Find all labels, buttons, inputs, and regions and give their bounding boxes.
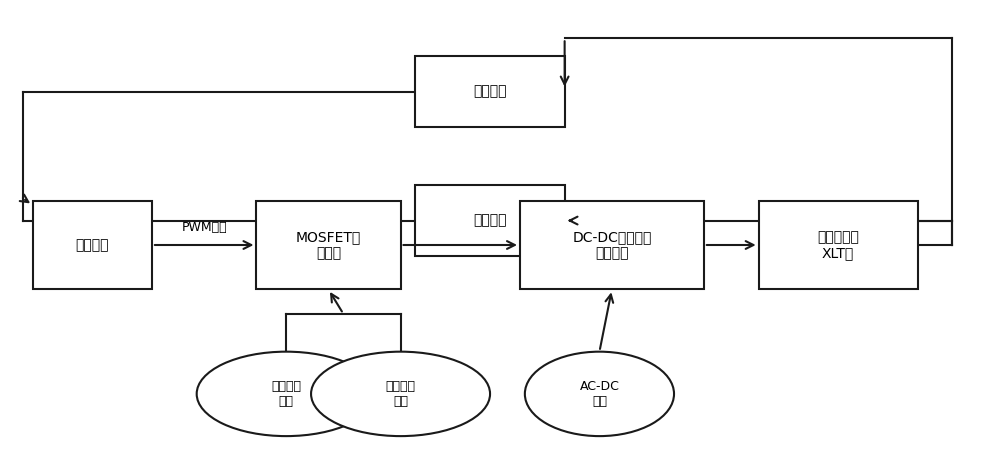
Text: MOSFET驱
动电路: MOSFET驱 动电路 (296, 230, 361, 260)
Text: AC-DC
模块: AC-DC 模块 (580, 380, 619, 408)
Text: DC-DC功率电路
逆变电路: DC-DC功率电路 逆变电路 (572, 230, 652, 260)
Bar (33, 201, 152, 289)
Text: 电流检测: 电流检测 (473, 214, 507, 228)
Ellipse shape (525, 351, 674, 436)
Ellipse shape (197, 351, 376, 436)
Bar (415, 56, 565, 127)
Bar (256, 201, 401, 289)
Text: 温度检测: 温度检测 (473, 85, 507, 99)
Bar (415, 185, 565, 256)
Text: PWM信号: PWM信号 (181, 221, 227, 234)
Text: 电气隔离
模块: 电气隔离 模块 (386, 380, 416, 408)
Bar (759, 201, 918, 289)
Ellipse shape (311, 351, 490, 436)
Text: 主控模块: 主控模块 (76, 238, 109, 252)
Bar (520, 201, 704, 289)
Text: 辅助电源
模块: 辅助电源 模块 (271, 380, 301, 408)
Text: 热电制冷器
XLT型: 热电制冷器 XLT型 (817, 230, 859, 260)
